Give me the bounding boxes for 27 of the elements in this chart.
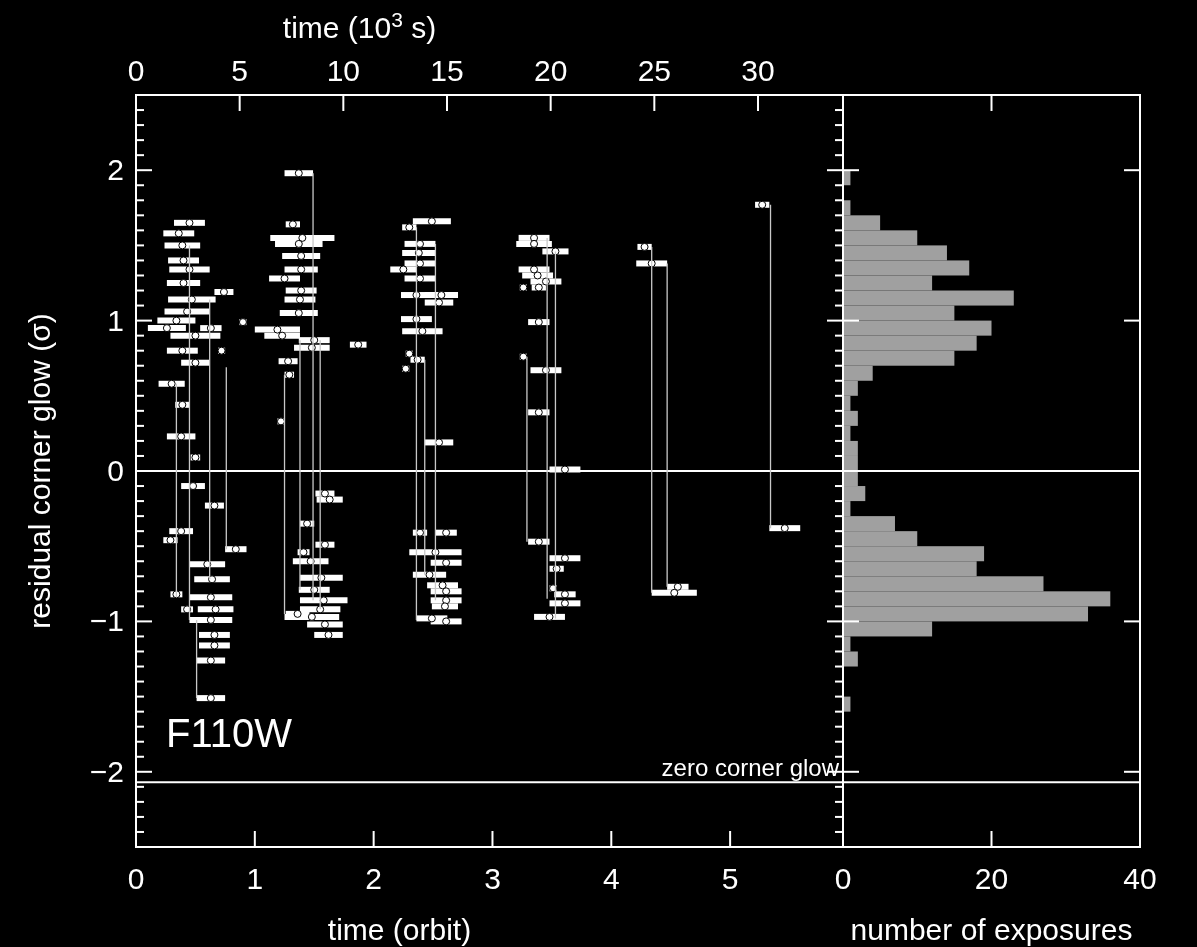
y-tick-label: −1 — [89, 604, 124, 638]
x2-tick-label: 0 — [127, 54, 145, 87]
y-tick-label: 2 — [107, 153, 124, 187]
x-axis-title: number of exposures — [850, 913, 1133, 946]
x-tick-label: 40 — [1123, 862, 1157, 895]
x-tick-label: 4 — [602, 862, 620, 895]
x2-tick-label: 10 — [326, 54, 361, 87]
x2-tick-label: 20 — [533, 54, 568, 87]
x2-axis-title: time (10$^{3}$ s) — [282, 7, 437, 44]
x2-tick-label: 25 — [637, 54, 672, 87]
y-tick-label: 1 — [107, 303, 124, 337]
x2-tick-label: 30 — [741, 54, 775, 87]
ref-line-label: zero corner glow — [661, 754, 840, 782]
x-tick-label: 20 — [974, 862, 1009, 895]
y-axis-title: residual corner glow (σ) — [23, 313, 56, 629]
y-tick-label: 0 — [107, 454, 124, 487]
x-tick-label: 2 — [365, 862, 382, 895]
y-tick-label: −2 — [89, 754, 124, 788]
x-tick-label: 5 — [721, 862, 739, 895]
x-tick-label: 0 — [834, 862, 852, 895]
x-axis-title: time (orbit) — [327, 913, 472, 946]
x-tick-label: 0 — [127, 862, 145, 895]
x2-tick-label: 15 — [430, 54, 464, 87]
x-tick-label: 1 — [246, 862, 264, 895]
annotation: F110W — [166, 711, 293, 755]
x2-tick-label: 5 — [231, 54, 249, 87]
x-tick-label: 3 — [484, 862, 501, 895]
